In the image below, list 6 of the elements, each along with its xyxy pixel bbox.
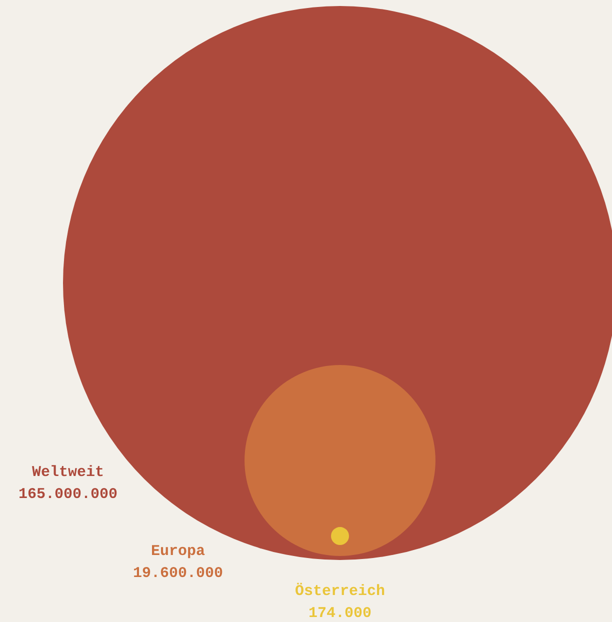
category-label: Weltweit — [32, 464, 104, 481]
data-label: 174.000 — [308, 605, 372, 622]
category-label: Österreich — [294, 582, 386, 600]
data-label: 19.600.000 — [132, 565, 224, 582]
category-label: Europa — [150, 543, 206, 560]
data-label: 165.000.000 — [18, 486, 118, 503]
